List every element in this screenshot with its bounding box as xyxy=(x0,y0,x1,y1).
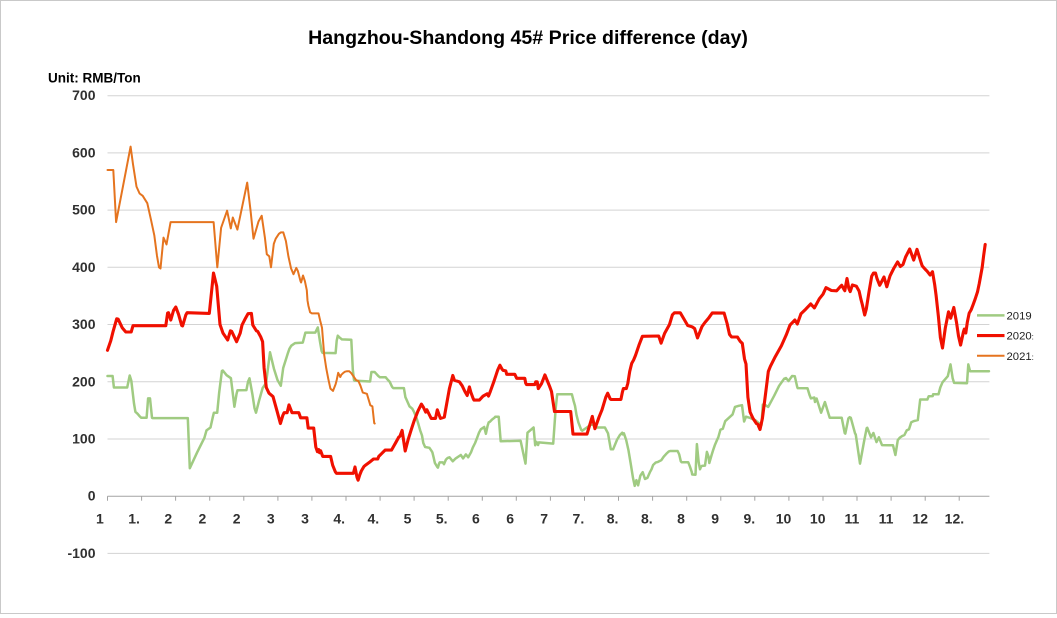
svg-text:3: 3 xyxy=(301,511,309,527)
svg-text:0: 0 xyxy=(88,488,96,504)
svg-text:1: 1 xyxy=(96,511,104,527)
svg-text:2: 2 xyxy=(199,511,207,527)
svg-text:300: 300 xyxy=(72,316,96,332)
svg-text:8.: 8. xyxy=(641,511,653,527)
svg-text:Hangzhou-Shandong 45# Price di: Hangzhou-Shandong 45# Price difference (… xyxy=(308,27,748,49)
svg-text:2: 2 xyxy=(233,511,241,527)
svg-text:Unit: RMB/Ton: Unit: RMB/Ton xyxy=(48,71,141,86)
svg-text:2020:: 2020: xyxy=(1007,331,1034,343)
svg-text:12: 12 xyxy=(912,511,928,527)
svg-text:12.: 12. xyxy=(945,511,964,527)
svg-text:5: 5 xyxy=(404,511,412,527)
svg-text:5.: 5. xyxy=(436,511,448,527)
svg-text:500: 500 xyxy=(72,202,96,218)
svg-text:700: 700 xyxy=(72,87,96,103)
svg-text:200: 200 xyxy=(72,373,96,389)
svg-text:2021:: 2021: xyxy=(1007,351,1034,363)
svg-text:600: 600 xyxy=(72,144,96,160)
svg-text:100: 100 xyxy=(72,431,96,447)
svg-text:4.: 4. xyxy=(333,511,345,527)
svg-text:9.: 9. xyxy=(743,511,755,527)
svg-text:11: 11 xyxy=(879,511,894,527)
svg-text:8.: 8. xyxy=(607,511,619,527)
svg-text:8: 8 xyxy=(677,511,685,527)
svg-text:2: 2 xyxy=(164,511,172,527)
svg-text:-100: -100 xyxy=(67,545,95,561)
svg-text:9: 9 xyxy=(711,511,719,527)
svg-text:11: 11 xyxy=(844,511,859,527)
svg-text:10: 10 xyxy=(776,511,792,527)
svg-text:6: 6 xyxy=(506,511,514,527)
svg-text:6: 6 xyxy=(472,511,480,527)
svg-text:2019: 2019 xyxy=(1007,310,1032,322)
svg-text:3: 3 xyxy=(267,511,275,527)
svg-text:7: 7 xyxy=(540,511,548,527)
svg-text:400: 400 xyxy=(72,259,96,275)
svg-text:10: 10 xyxy=(810,511,826,527)
svg-text:7.: 7. xyxy=(573,511,585,527)
svg-text:1.: 1. xyxy=(128,511,140,527)
svg-text:4.: 4. xyxy=(367,511,379,527)
